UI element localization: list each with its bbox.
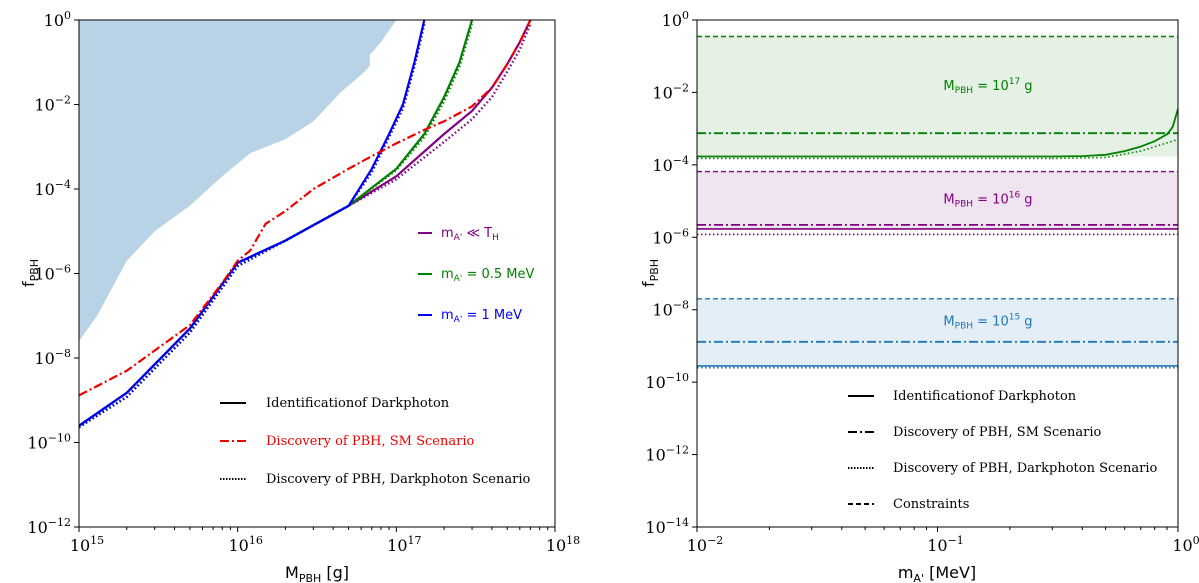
x-tick-label: 100 xyxy=(1172,534,1199,555)
legend-style-label: Discovery of PBH, Darkphoton Scenario xyxy=(266,472,530,487)
y-tick-label: 10−4 xyxy=(652,154,689,175)
legend-style-label: Discovery of PBH, Darkphoton Scenario xyxy=(893,461,1157,476)
y-tick-label: 100 xyxy=(662,9,689,30)
legend-style-label: Identificationof Darkphoton xyxy=(266,396,450,411)
band-fill xyxy=(697,298,1178,366)
band-fill xyxy=(697,36,1178,157)
y-tick-label: 10−10 xyxy=(27,432,71,453)
left-mass-legend: mA' ≪ TH mA' = 0.5 MeV mA' = 1 MeV xyxy=(418,226,534,325)
left-chart: 1015 1016 1017 1018 100 10−2 10−4 10−6 10−8 10−1… xyxy=(19,9,580,583)
y-tick-label: 10−6 xyxy=(34,263,71,284)
legend-style-label: Constraints xyxy=(893,497,969,512)
legend-mass-label: mA' = 0.5 MeV xyxy=(441,267,534,284)
y-tick-label: 10−12 xyxy=(645,444,689,465)
legend-style-label: Discovery of PBH, SM Scenario xyxy=(266,434,474,449)
right-bands-group: MPBH = 1017 g MPBH = 1016 g MPBH = 1015 g xyxy=(697,35,1178,369)
x-tick-label: 1017 xyxy=(387,534,421,555)
excluded-region xyxy=(79,20,397,342)
y-tick-label: 10−8 xyxy=(34,347,71,368)
y-tick-label: 10−2 xyxy=(34,94,71,115)
left-series-group xyxy=(79,20,532,429)
band-label: MPBH = 1016 g xyxy=(943,190,1032,209)
y-tick-label: 10−12 xyxy=(27,516,71,537)
right-x-axis-label: mA' [MeV] xyxy=(898,563,976,583)
legend-style-label: Discovery of PBH, SM Scenario xyxy=(893,425,1101,440)
y-tick-label: 10−10 xyxy=(645,371,689,392)
band-label: MPBH = 1017 g xyxy=(943,77,1032,96)
left-x-axis-label: MPBH [g] xyxy=(285,563,349,583)
y-tick-label: 10−4 xyxy=(34,178,71,199)
y-tick-label: 10−6 xyxy=(652,226,689,247)
right-y-ticks: 100 10−2 10−4 10−6 10−8 10−10 10−12 10−14 xyxy=(645,9,697,537)
y-tick-label: 10−2 xyxy=(652,81,689,102)
x-tick-label: 10−1 xyxy=(927,534,964,555)
legend-mass-label: mA' = 1 MeV xyxy=(441,308,522,325)
series-line xyxy=(79,23,532,429)
x-tick-label: 1016 xyxy=(228,534,262,555)
right-x-ticks: 10−2 10−1 100 xyxy=(687,527,1199,555)
left-style-legend: Identificationof Darkphoton Discovery of … xyxy=(220,396,530,487)
x-tick-label: 10−2 xyxy=(687,534,724,555)
x-tick-label: 1018 xyxy=(546,534,580,555)
right-style-legend: Identificationof Darkphoton Discovery of … xyxy=(848,389,1157,512)
left-y-axis-label: fPBH xyxy=(19,259,41,287)
left-x-ticks: 1015 1016 1017 1018 xyxy=(70,527,580,555)
band-label: MPBH = 1015 g xyxy=(943,312,1032,331)
band-fill xyxy=(697,171,1178,229)
identification-line xyxy=(697,108,1178,158)
series-line xyxy=(79,23,426,429)
darkphoton-line xyxy=(1052,138,1178,160)
y-tick-label: 100 xyxy=(44,9,71,30)
left-y-ticks: 100 10−2 10−4 10−6 10−8 10−10 10−12 xyxy=(27,9,79,537)
legend-style-label: Identificationof Darkphoton xyxy=(893,389,1077,404)
right-y-axis-label: fPBH xyxy=(639,259,661,287)
y-tick-label: 10−14 xyxy=(645,516,689,537)
y-tick-label: 10−8 xyxy=(652,299,689,320)
legend-mass-label: mA' ≪ TH xyxy=(441,226,499,243)
x-tick-label: 1015 xyxy=(70,534,104,555)
series-line xyxy=(79,20,532,397)
